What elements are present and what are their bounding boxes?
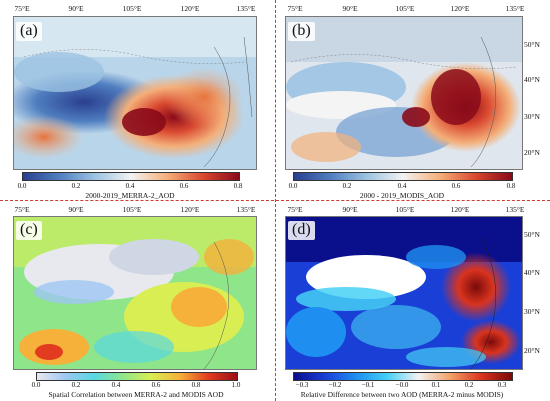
map-d: [285, 216, 523, 370]
lon-tick-label: 120°E: [180, 205, 200, 214]
lon-tick-label: 75°E: [287, 205, 303, 214]
lon-tick-label: 75°E: [14, 4, 30, 13]
colorbar-gradient: [294, 173, 512, 180]
colorbar-tick: 0.2: [464, 381, 474, 389]
colorbar-tick: 0.2: [342, 182, 352, 190]
lon-tick-label: 120°E: [450, 4, 470, 13]
colorbar-tick: 0.6: [451, 182, 461, 190]
lon-tick-label: 90°E: [342, 4, 358, 13]
colorbar-tick: 0.1: [431, 381, 441, 389]
colorbar-tick: 0.2: [71, 182, 81, 190]
map-a: [13, 16, 257, 170]
colorbar-title: 2000 - 2019_MODIS_AOD: [359, 191, 445, 200]
relative-difference-field: [286, 217, 522, 369]
colorbar-tick: −0.1: [361, 381, 375, 389]
colorbar-b: [293, 172, 513, 181]
colorbar-gradient: [23, 173, 239, 180]
colorbar-c: [36, 372, 238, 381]
colorbar-title: Relative Difference between two AOD (MER…: [300, 390, 504, 399]
colorbar-tick: 0.8: [233, 182, 243, 190]
colorbar-tick: 0.3: [497, 381, 507, 389]
colorbar-tick: 0.4: [125, 182, 135, 190]
lon-tick-label: 90°E: [342, 205, 358, 214]
colorbar-tick: 0.8: [506, 182, 516, 190]
panel-label: (b): [288, 22, 315, 41]
colorbar-tick: 0.4: [111, 381, 121, 389]
lat-tick-label: 20°N: [524, 148, 540, 157]
lon-tick-label: 105°E: [122, 205, 142, 214]
colorbar-tick: 0.4: [397, 182, 407, 190]
colorbar-a: [22, 172, 240, 181]
colorbar-gradient: [294, 373, 512, 380]
lon-tick-label: 105°E: [395, 4, 415, 13]
lon-tick-label: 75°E: [14, 205, 30, 214]
colorbar-tick: −0.0: [395, 381, 409, 389]
colorbar-title: Spatial Correlation between MERRA-2 and …: [48, 390, 224, 399]
lat-tick-label: 30°N: [524, 307, 540, 316]
lat-tick-label: 40°N: [524, 75, 540, 84]
lon-tick-label: 135°E: [236, 205, 256, 214]
lat-tick-label: 30°N: [524, 112, 540, 121]
colorbar-tick: −0.2: [328, 381, 342, 389]
colorbar-title: 2000-2019_MERRA-2_AOD: [85, 191, 175, 200]
colorbar-tick: 0.0: [288, 182, 298, 190]
lon-tick-label: 75°E: [287, 4, 303, 13]
lon-tick-label: 120°E: [180, 4, 200, 13]
panel-label: (a): [16, 22, 42, 41]
colorbar-tick: 1.0: [231, 381, 241, 389]
lat-tick-label: 40°N: [524, 268, 540, 277]
map-c: [13, 216, 257, 370]
lon-tick-label: 90°E: [68, 205, 84, 214]
lon-tick-label: 105°E: [122, 4, 142, 13]
lat-tick-label: 20°N: [524, 346, 540, 355]
colorbar-tick: 0.6: [179, 182, 189, 190]
lon-tick-label: 120°E: [450, 205, 470, 214]
colorbar-tick: 0.0: [17, 182, 27, 190]
map-b: [285, 16, 523, 170]
colorbar-gradient: [37, 373, 237, 380]
aod-field-modis: [286, 17, 522, 169]
panel-label: (d): [288, 221, 315, 240]
colorbar-d: [293, 372, 513, 381]
lon-tick-label: 135°E: [236, 4, 256, 13]
colorbar-tick: −0.3: [295, 381, 309, 389]
lat-tick-label: 50°N: [524, 230, 540, 239]
colorbar-tick: 0.6: [151, 381, 161, 389]
lat-tick-label: 50°N: [524, 40, 540, 49]
correlation-field: [14, 217, 256, 369]
colorbar-tick: 0.2: [71, 381, 81, 389]
lon-tick-label: 135°E: [505, 4, 525, 13]
horizontal-panel-divider: [0, 200, 550, 201]
colorbar-tick: 0.0: [31, 381, 41, 389]
aod-field-merra2: [14, 17, 256, 169]
panel-label: (c): [16, 221, 42, 240]
lon-tick-label: 90°E: [68, 4, 84, 13]
colorbar-tick: 0.8: [191, 381, 201, 389]
lon-tick-label: 135°E: [505, 205, 525, 214]
lon-tick-label: 105°E: [395, 205, 415, 214]
